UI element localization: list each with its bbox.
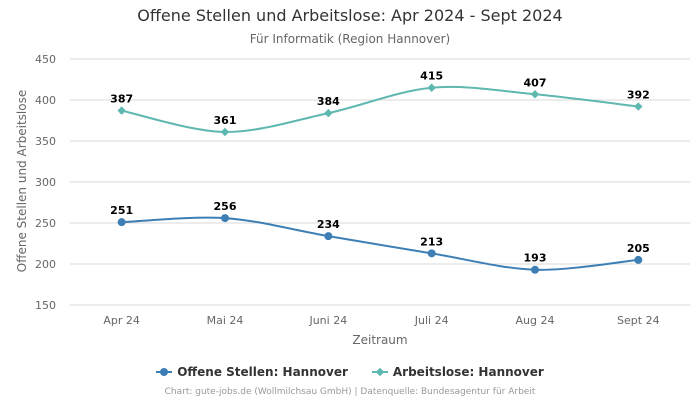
data-label: 415 <box>420 70 443 83</box>
data-label: 361 <box>214 114 237 127</box>
y-tick-labels: 150 200 250 300 350 400 450 <box>35 53 56 312</box>
data-point-diamond <box>634 102 643 111</box>
x-tick-label: Sept 24 <box>617 314 660 327</box>
x-tick-labels: Apr 24 Mai 24 Juni 24 Juli 24 Aug 24 Sept 24 <box>103 314 659 327</box>
y-tick-label: 150 <box>35 299 56 312</box>
legend: Offene Stellen: Hannover Arbeitslose: Ha… <box>0 365 700 379</box>
x-tick-label: Aug 24 <box>516 314 555 327</box>
y-tick-label: 250 <box>35 217 56 230</box>
y-axis-label: Offene Stellen und Arbeitslose <box>15 90 29 272</box>
data-point-circle <box>634 255 643 264</box>
x-axis-label: Zeitraum <box>352 333 407 347</box>
data-point-diamond <box>530 90 540 99</box>
data-label: 251 <box>110 204 133 217</box>
legend-item-offene-stellen[interactable]: Offene Stellen: Hannover <box>156 365 348 379</box>
data-labels: 251 256 234 213 193 205 387 361 384 415 407 392 <box>110 70 650 265</box>
x-tick-label: Juni 24 <box>308 314 347 327</box>
data-point-circle <box>117 218 126 227</box>
data-point-circle <box>221 214 229 223</box>
data-point-circle <box>427 249 436 258</box>
legend-label-arbeitslose: Arbeitslose: Hannover <box>392 365 544 379</box>
y-tick-label: 200 <box>35 258 56 271</box>
chart-plot: 150 200 250 300 350 400 450 Apr 24 Mai 24 Juni 2… <box>15 53 690 347</box>
data-label: 384 <box>317 95 340 108</box>
data-label: 256 <box>214 200 237 213</box>
legend-label-offene-stellen: Offene Stellen: Hannover <box>177 365 348 379</box>
y-tick-label: 400 <box>35 94 56 107</box>
chart-subtitle: Für Informatik (Region Hannover) <box>249 32 451 46</box>
legend-item-arbeitslose[interactable]: Arbeitslose: Hannover <box>371 365 544 379</box>
grid-lines <box>70 58 690 306</box>
data-point-diamond <box>324 108 333 118</box>
legend-swatch-diamond-icon <box>371 367 388 377</box>
data-point-circle <box>324 232 333 241</box>
data-label: 213 <box>420 235 443 248</box>
data-point-diamond <box>220 127 230 137</box>
y-tick-label: 350 <box>35 135 56 148</box>
data-label: 387 <box>110 93 133 106</box>
series-line-0 <box>121 216 639 271</box>
x-tick-label: Mai 24 <box>207 314 244 327</box>
series-line-1 <box>121 85 639 133</box>
chart-title: Offene Stellen und Arbeitslose: Apr 2024… <box>137 6 563 25</box>
chart-credits: Chart: gute-jobs.de (Wollmilchsau GmbH) … <box>164 387 536 397</box>
data-label: 193 <box>524 252 547 265</box>
data-label: 407 <box>524 76 547 89</box>
data-point-diamond <box>117 106 126 115</box>
data-label: 392 <box>627 89 650 102</box>
x-tick-label: Apr 24 <box>103 314 140 327</box>
y-tick-label: 300 <box>35 176 56 189</box>
x-tick-label: Juli 24 <box>414 314 449 327</box>
data-point-circle <box>531 265 539 274</box>
legend-swatch-circle-icon <box>156 367 173 377</box>
y-tick-label: 450 <box>35 53 56 66</box>
series-lines <box>117 83 643 274</box>
data-point-diamond <box>427 83 436 92</box>
data-label: 205 <box>627 242 650 255</box>
data-label: 234 <box>317 218 340 231</box>
